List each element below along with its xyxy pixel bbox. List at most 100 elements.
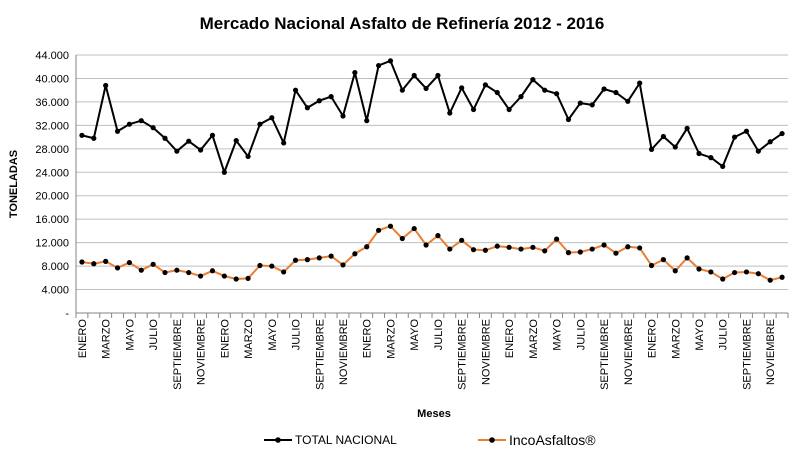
legend-item-total-nacional: TOTAL NACIONAL — [264, 433, 397, 447]
data-point — [435, 72, 441, 79]
data-point — [233, 138, 239, 144]
series-incoasfaltos — [79, 223, 785, 283]
data-point — [316, 98, 322, 104]
data-point — [660, 257, 667, 263]
y-tick-label: 24.000 — [35, 167, 69, 179]
data-point — [518, 94, 524, 100]
data-point — [364, 118, 370, 124]
data-point — [423, 85, 429, 92]
x-tick-label: MAYO — [267, 319, 279, 351]
legend-marker-incoasfaltos — [489, 437, 495, 443]
data-point — [482, 82, 488, 88]
x-tick-label: NOVIEMBRE — [765, 319, 777, 385]
data-point — [364, 244, 370, 250]
series-group — [79, 58, 785, 283]
data-point — [103, 258, 109, 264]
x-tick-label: NOVIEMBRE — [480, 319, 492, 385]
data-point — [554, 236, 560, 242]
data-point — [257, 262, 263, 269]
data-point — [506, 244, 512, 250]
data-point — [447, 246, 453, 252]
data-point — [672, 144, 678, 150]
x-tick-label: MAYO — [552, 319, 564, 351]
data-point — [423, 242, 429, 248]
data-point — [447, 110, 453, 116]
x-tick-label: MAYO — [694, 319, 706, 351]
x-tick-label: SEPTIEMBRE — [457, 319, 469, 390]
data-point — [245, 275, 251, 282]
data-point — [91, 261, 97, 267]
data-point — [292, 257, 299, 263]
data-point — [328, 253, 334, 259]
data-point — [542, 248, 548, 254]
data-point — [174, 267, 180, 273]
x-axis-title: Meses — [417, 408, 451, 420]
x-tick-label: ENERO — [362, 319, 374, 359]
data-point — [755, 148, 761, 154]
data-point — [577, 249, 583, 255]
data-point — [684, 125, 690, 131]
data-point — [708, 155, 714, 161]
x-tick-label: ENERO — [504, 319, 516, 359]
data-point — [732, 269, 738, 276]
axes — [75, 55, 789, 318]
x-tick-label: NOVIEMBRE — [623, 319, 635, 385]
data-point — [245, 153, 251, 160]
data-point — [708, 269, 714, 275]
x-tick-label: MAYO — [124, 319, 136, 351]
x-tick-label: NOVIEMBRE — [338, 319, 350, 385]
data-point — [292, 87, 299, 93]
data-point — [494, 89, 500, 96]
data-point — [779, 274, 785, 280]
data-point — [209, 268, 216, 274]
data-point — [542, 87, 548, 93]
data-point — [637, 80, 643, 86]
data-point — [530, 244, 536, 250]
data-point — [281, 140, 287, 146]
data-point — [138, 118, 144, 124]
data-point — [150, 125, 156, 131]
gridlines — [76, 54, 788, 291]
data-point — [755, 271, 761, 277]
data-point — [767, 277, 773, 283]
x-tick-label: MARZO — [243, 319, 255, 359]
data-point — [304, 257, 310, 263]
data-point — [340, 113, 346, 119]
data-point — [138, 267, 144, 273]
x-tick-label: MARZO — [101, 319, 113, 359]
data-point — [696, 150, 702, 157]
series-line-total-nacional — [81, 59, 783, 174]
y-tick-label: 32.000 — [35, 120, 69, 132]
legend-marker-total-nacional — [275, 437, 281, 443]
data-point — [186, 269, 192, 276]
data-point — [470, 106, 477, 113]
data-point — [565, 116, 572, 123]
x-tick-label: JULIO — [291, 319, 303, 351]
y-tick-label: - — [65, 308, 69, 320]
y-axis-ticks: - 4.000 8.000 12.000 16.000 20.000 24.000 28.00… — [35, 50, 69, 320]
data-point — [743, 269, 750, 275]
data-point — [565, 250, 572, 256]
data-point — [637, 245, 643, 251]
data-point — [91, 135, 97, 141]
x-tick-label: MAYO — [409, 319, 421, 351]
data-point — [352, 251, 358, 257]
data-point — [103, 82, 109, 89]
x-tick-label: MARZO — [385, 319, 397, 359]
data-point — [518, 246, 524, 252]
data-point — [648, 262, 655, 269]
x-tick-label: SEPTIEMBRE — [599, 319, 611, 390]
data-point — [601, 242, 607, 248]
data-point — [506, 106, 512, 113]
y-tick-label: 4.000 — [41, 285, 69, 297]
data-point — [779, 130, 785, 137]
data-point — [269, 263, 275, 269]
data-point — [470, 247, 477, 253]
data-point — [577, 100, 583, 106]
x-tick-label: SEPTIEMBRE — [172, 319, 184, 390]
data-point — [150, 261, 156, 267]
data-point — [186, 138, 192, 144]
data-point — [209, 132, 216, 138]
data-point — [743, 128, 750, 134]
y-tick-label: 16.000 — [35, 214, 69, 226]
